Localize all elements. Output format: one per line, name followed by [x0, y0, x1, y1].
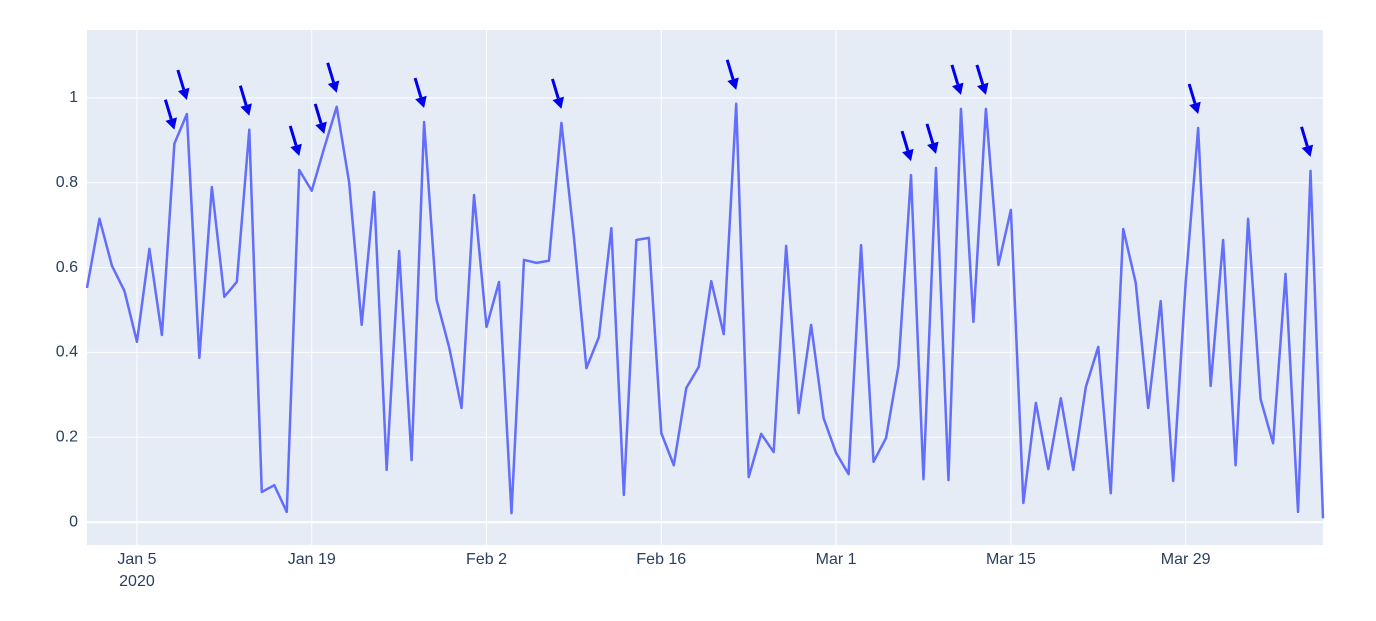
arrow-shaft [413, 77, 423, 98]
arrow-head [1189, 101, 1201, 114]
y-tick-label: 0.2 [56, 428, 78, 445]
annotation-arrow [900, 130, 914, 162]
arrow-head [927, 141, 939, 154]
y-tick-label: 0 [69, 513, 78, 530]
x-tick-label: Mar 15 [986, 551, 1036, 568]
annotation-arrow [975, 64, 989, 95]
arrow-head [327, 80, 340, 93]
arrow-head [290, 143, 302, 156]
x-tick-label: Feb 16 [636, 551, 686, 568]
arrow-head [415, 95, 427, 109]
marks [85, 59, 1325, 519]
arrow-shaft [288, 125, 298, 146]
annotation-arrow [176, 69, 190, 100]
arrow-head [952, 82, 964, 95]
annotation-arrow [413, 77, 427, 109]
annotation-arrow [725, 59, 739, 90]
annotation-arrow [313, 103, 327, 134]
arrow-shaft [326, 62, 335, 83]
arrow-shaft [925, 123, 935, 144]
x-tick-label: Jan 5 [117, 551, 156, 568]
arrow-shaft [163, 99, 173, 120]
arrow-head [552, 96, 565, 109]
arrow-shaft [975, 64, 985, 85]
y-tick-label: 1 [69, 89, 78, 106]
arrow-head [902, 148, 914, 162]
plot-area [87, 30, 1323, 545]
x-tick-label: Feb 2 [466, 551, 507, 568]
arrow-shaft [725, 59, 735, 80]
annotation-arrow [326, 62, 340, 93]
arrow-head [977, 82, 989, 95]
line-series [85, 102, 1325, 519]
x-year-label: 2020 [119, 573, 155, 590]
arrow-shaft [1187, 83, 1197, 104]
arrow-shaft [238, 85, 248, 106]
y-tick-label: 0.6 [56, 259, 78, 276]
labels: 0 0.2 0.4 0.6 0.8 1 Jan 5 2020 Jan 19 Feb 2 Feb 16… [56, 89, 1211, 590]
y-tick-label: 0.8 [56, 174, 78, 191]
x-tick-label: Mar 1 [816, 551, 857, 568]
annotation-arrow [1300, 126, 1314, 157]
x-tick-label: Jan 19 [288, 551, 336, 568]
arrow-shaft [950, 64, 960, 85]
y-tick-label: 0.4 [56, 344, 78, 361]
arrow-shaft [900, 130, 910, 151]
arrow-head [177, 87, 190, 100]
arrow-shaft [313, 103, 323, 124]
arrow-head [1301, 144, 1314, 157]
annotation-arrow [1187, 83, 1201, 114]
arrow-shaft [176, 69, 186, 90]
arrow-head [727, 77, 739, 90]
annotation-arrow [925, 123, 939, 154]
arrow-head [240, 103, 252, 116]
annotation-arrow [238, 85, 252, 116]
x-tick-label: Mar 29 [1161, 551, 1211, 568]
annotation-arrow [550, 78, 565, 109]
arrow-head [165, 117, 177, 130]
annotation-arrow [163, 99, 177, 130]
annotation-arrow [950, 64, 964, 95]
annotation-arrow [288, 125, 302, 156]
arrow-head [315, 121, 327, 134]
arrow-shaft [550, 78, 560, 99]
arrow-shaft [1300, 126, 1309, 147]
